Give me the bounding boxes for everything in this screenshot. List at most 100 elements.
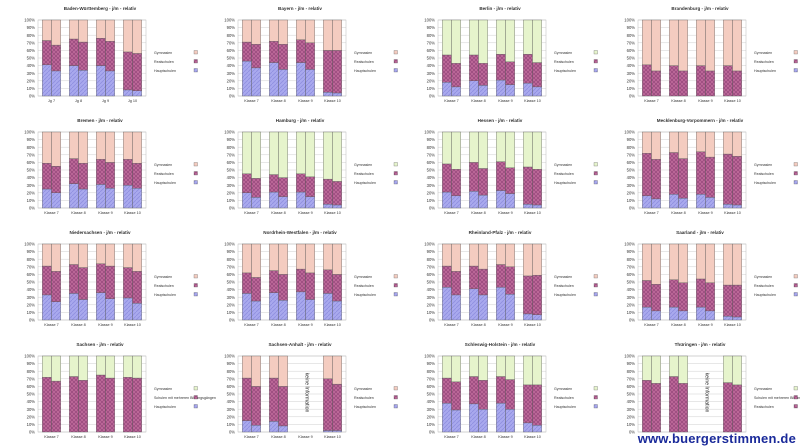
legend-label: Realschulen: [554, 172, 574, 176]
bar-realschulen: [442, 265, 452, 288]
bar-realschulen: [278, 177, 288, 197]
bar-gymnasien: [323, 19, 333, 51]
bar-gymnasien: [323, 355, 333, 379]
bar-gymnasien: [705, 19, 715, 72]
plot-frame: [637, 355, 747, 433]
bar-gymnasien: [505, 243, 515, 267]
bar-gymnasien: [642, 355, 652, 381]
bar-hauptschulen: [505, 293, 515, 321]
bar-hauptschulen: [96, 292, 106, 321]
bar-hauptschulen: [323, 92, 333, 97]
y-tick-label: 90%: [27, 249, 36, 254]
y-tick-label: 60%: [227, 272, 236, 277]
bar-realschulen: [78, 41, 88, 71]
y-tick-label: 10%: [27, 422, 36, 427]
chart-panel: Niedersachsen - j/m - relativ 0% 10% 20% 30%…: [24, 230, 198, 327]
y-tick-label: 70%: [227, 264, 236, 269]
plot-frame: [637, 131, 747, 209]
plot-frame: [37, 131, 147, 209]
y-tick-label: 0%: [429, 206, 435, 211]
x-tick-label: Klasse 10: [724, 323, 741, 327]
y-tick-label: 50%: [227, 280, 236, 285]
legend-swatch: [793, 404, 798, 409]
y-tick-label: 0%: [629, 94, 635, 99]
bar-gymnasien: [96, 19, 106, 39]
legend-swatch: [193, 68, 198, 73]
bar-gymnasien: [278, 131, 288, 178]
bar-hauptschulen: [478, 85, 488, 97]
legend-label: Realschulen: [154, 60, 174, 64]
bar-realschulen: [51, 271, 61, 302]
bar-hauptschulen: [323, 430, 333, 433]
y-tick-label: 30%: [27, 295, 36, 300]
x-tick-label: Jg 7: [48, 99, 55, 103]
bar-gymnasien: [78, 243, 88, 268]
legend-swatch: [193, 386, 198, 391]
x-tick-label: Klasse 8: [671, 99, 686, 103]
bar-hauptschulen: [469, 288, 479, 321]
y-tick-label: 100%: [224, 354, 235, 359]
bar-realschulen: [51, 380, 61, 433]
bar-realschulen: [132, 162, 142, 189]
y-tick-label: 50%: [427, 168, 436, 173]
bar-realschulen: [251, 178, 261, 198]
bar-gymnasien: [296, 19, 306, 40]
x-tick-label: Klasse 9: [498, 99, 513, 103]
bar-gymnasien: [332, 19, 342, 51]
x-tick-label: Jg 8: [75, 99, 82, 103]
bar-gymnasien: [132, 355, 142, 379]
y-tick-label: 10%: [227, 422, 236, 427]
y-tick-label: 20%: [627, 78, 636, 83]
legend-swatch: [793, 50, 798, 55]
legend-label: Gymnasien: [754, 163, 772, 167]
bar-gymnasien: [669, 19, 679, 66]
chart-title: Berlin - j/m - relativ: [479, 6, 521, 11]
y-tick-label: 60%: [427, 384, 436, 389]
legend-label: Gymnasien: [354, 387, 372, 391]
watermark: www.buergerstimmen.de: [637, 431, 796, 446]
bar-realschulen: [669, 376, 679, 433]
y-tick-label: 100%: [224, 130, 235, 135]
bar-gymnasien: [505, 131, 515, 168]
bar-realschulen: [651, 159, 661, 200]
bar-gymnasien: [442, 243, 452, 267]
plot-frame: [437, 19, 547, 97]
y-tick-label: 60%: [427, 160, 436, 165]
chart-panel: Baden-Württemberg - j/m - relativ 0% 10% 20…: [24, 6, 198, 103]
legend-label: Hauptschulen: [754, 181, 776, 185]
legend-swatch: [393, 395, 398, 400]
bar-hauptschulen: [496, 287, 506, 321]
legend-swatch: [393, 162, 398, 167]
y-tick-label: 90%: [227, 137, 236, 142]
legend-swatch: [193, 274, 198, 279]
bar-hauptschulen: [332, 204, 342, 209]
bar-realschulen: [305, 42, 315, 70]
bar-gymnasien: [305, 19, 315, 43]
y-tick-label: 0%: [29, 430, 35, 435]
x-tick-label: Jg 9: [102, 99, 109, 103]
bar-hauptschulen: [651, 198, 661, 209]
bar-gymnasien: [269, 131, 279, 175]
y-tick-label: 90%: [27, 25, 36, 30]
y-tick-label: 50%: [427, 392, 436, 397]
y-tick-label: 20%: [27, 414, 36, 419]
plot-frame: [37, 355, 147, 433]
y-tick-label: 20%: [427, 78, 436, 83]
y-tick-label: 50%: [427, 280, 436, 285]
y-tick-label: 100%: [624, 130, 635, 135]
bar-gymnasien: [251, 243, 261, 278]
bar-gymnasien: [469, 131, 479, 163]
bar-hauptschulen: [523, 82, 533, 97]
bar-realschulen: [451, 169, 461, 197]
bar-realschulen: [42, 40, 52, 66]
chart-panel: Sachsen - j/m - relativ 0% 10% 20% 30% 40% 50%…: [24, 342, 216, 439]
y-tick-label: 70%: [227, 40, 236, 45]
legend-swatch: [393, 59, 398, 64]
bar-hauptschulen: [723, 316, 733, 321]
y-tick-label: 30%: [427, 183, 436, 188]
plot-frame: [237, 131, 347, 209]
x-tick-label: Klasse 10: [724, 211, 741, 215]
bar-realschulen: [305, 176, 315, 197]
plot-frame: [437, 243, 547, 321]
y-tick-label: 40%: [227, 399, 236, 404]
